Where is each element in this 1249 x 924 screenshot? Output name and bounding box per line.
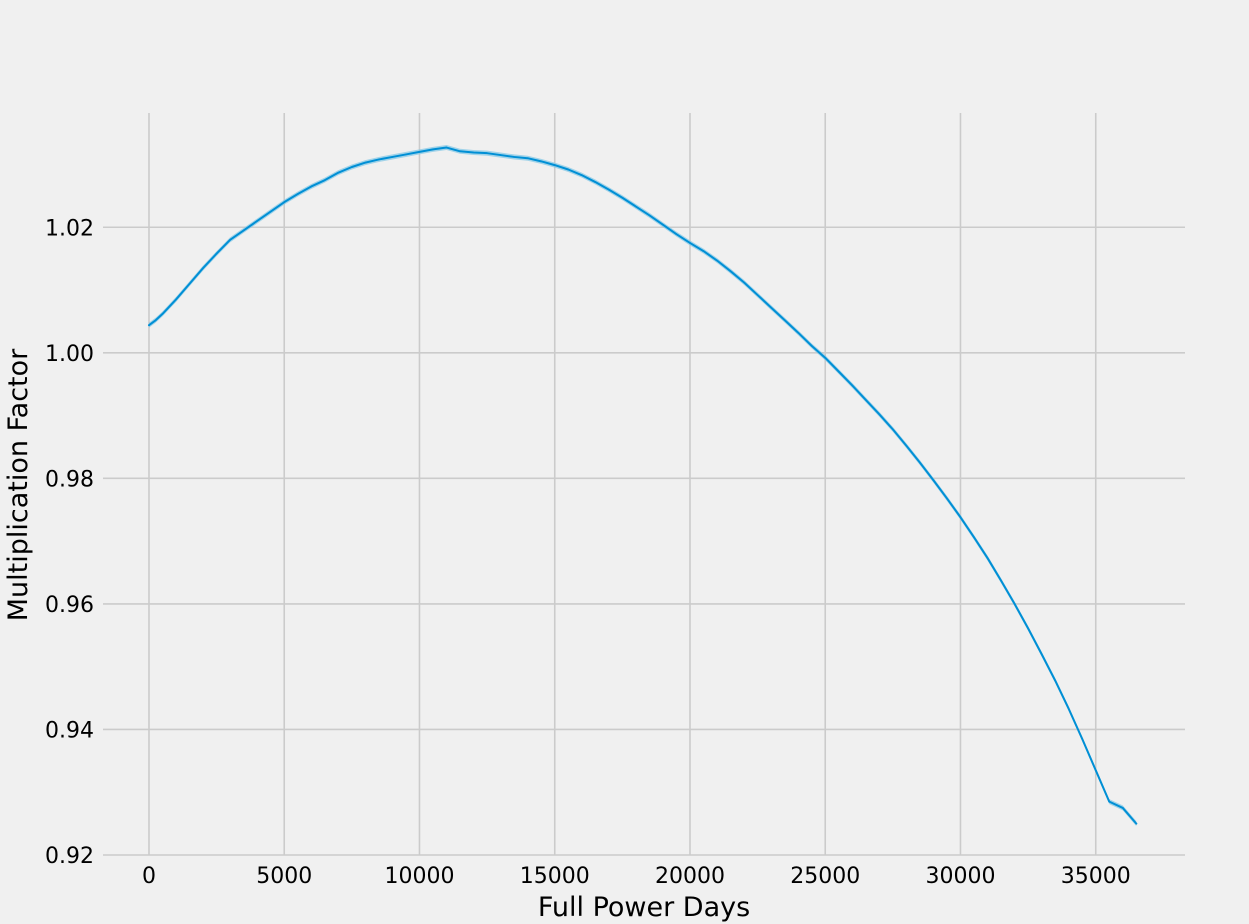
- y-tick-label: 1.00: [45, 342, 94, 367]
- data-point: [269, 210, 272, 213]
- x-tick-label: 25000: [790, 864, 860, 889]
- data-point: [445, 146, 448, 149]
- x-axis-label: Full Power Days: [538, 892, 750, 923]
- data-point: [1054, 679, 1056, 682]
- data-point: [161, 313, 164, 315]
- data-point: [567, 168, 570, 171]
- data-point: [364, 161, 367, 164]
- uncertainty-band: [148, 145, 1137, 827]
- data-point: [553, 164, 556, 166]
- data-point: [472, 151, 475, 154]
- data-point: [432, 148, 434, 151]
- data-point: [405, 153, 407, 156]
- data-point: [337, 171, 340, 174]
- data-point: [256, 220, 258, 222]
- data-point: [608, 188, 610, 191]
- data-point: [1121, 807, 1124, 809]
- data-point: [905, 444, 908, 447]
- data-point: [973, 536, 975, 539]
- data-point: [946, 497, 948, 500]
- data-point: [824, 357, 827, 359]
- x-tick-label: 20000: [655, 864, 725, 889]
- y-tick-label: 0.94: [45, 718, 94, 743]
- data-point: [242, 229, 245, 232]
- data-point: [743, 281, 745, 284]
- data-point: [986, 557, 989, 559]
- data-point: [351, 166, 353, 168]
- y-tick-labels: 0.92 0.94 0.96 0.98 1.00 1.02: [45, 216, 94, 869]
- data-point: [1040, 653, 1043, 655]
- data-point: [1094, 769, 1097, 772]
- data-point: [648, 214, 651, 217]
- data-point: [770, 306, 772, 309]
- data-point: [513, 156, 515, 158]
- data-point: [865, 399, 867, 401]
- data-point: [635, 205, 637, 208]
- data-point: [1067, 707, 1070, 710]
- data-point: [878, 413, 881, 416]
- data-point: [932, 479, 935, 482]
- x-tick-label: 5000: [256, 864, 312, 889]
- y-axis-label: Multiplication Factor: [3, 348, 34, 621]
- data-point: [188, 282, 191, 285]
- data-point: [310, 185, 313, 188]
- x-tick-label: 15000: [520, 864, 590, 889]
- data-point: [662, 223, 664, 226]
- data-point: [702, 250, 705, 252]
- x-tick-labels: 0 5000 10000 15000 20000 25000 30000 35000: [142, 864, 1131, 889]
- data-point: [459, 150, 461, 153]
- data-point: [716, 259, 718, 262]
- data-point: [283, 201, 286, 203]
- y-tick-label: 0.96: [45, 593, 94, 618]
- data-point: [783, 319, 786, 321]
- y-tick-label: 0.92: [45, 844, 94, 869]
- data-point: [689, 242, 691, 244]
- data-point: [418, 151, 421, 153]
- data-point: [1027, 627, 1029, 630]
- data-point: [919, 461, 921, 464]
- data-point: [1013, 603, 1016, 605]
- data-point: [499, 154, 502, 156]
- data-point: [729, 270, 732, 272]
- data-point: [892, 428, 894, 431]
- data-point: [810, 345, 813, 347]
- data-point: [324, 179, 326, 181]
- data-point: [621, 196, 624, 199]
- data-point: [391, 156, 394, 158]
- data-point: [229, 239, 231, 241]
- data-point: [296, 193, 299, 195]
- data-point: [959, 516, 962, 519]
- data-point: [215, 252, 218, 255]
- data-point: [797, 331, 799, 334]
- data-point: [540, 160, 543, 163]
- series-line: [147, 146, 1138, 825]
- y-tick-label: 1.02: [45, 216, 94, 241]
- data-point: [675, 233, 678, 235]
- data-point: [1081, 738, 1084, 740]
- data-point: [580, 174, 583, 176]
- data-point: [1135, 822, 1138, 825]
- data-point: [851, 384, 854, 387]
- grid: [103, 113, 1185, 856]
- data-point: [486, 152, 488, 154]
- x-tick-label: 10000: [384, 864, 454, 889]
- data-point: [175, 298, 177, 301]
- data-point: [1000, 579, 1002, 582]
- data-point: [594, 181, 597, 183]
- x-tick-label: 30000: [925, 864, 995, 889]
- data-point: [154, 319, 157, 321]
- data-point: [756, 294, 759, 296]
- data-point: [378, 158, 380, 161]
- data-point: [1108, 800, 1111, 803]
- data-point: [837, 370, 840, 373]
- data-point: [526, 157, 529, 159]
- x-tick-label: 35000: [1061, 864, 1131, 889]
- series-layer: [147, 145, 1138, 827]
- y-tick-label: 0.98: [45, 467, 94, 492]
- data-point: [202, 267, 204, 269]
- x-tick-label: 0: [142, 864, 156, 889]
- data-point: [148, 324, 150, 326]
